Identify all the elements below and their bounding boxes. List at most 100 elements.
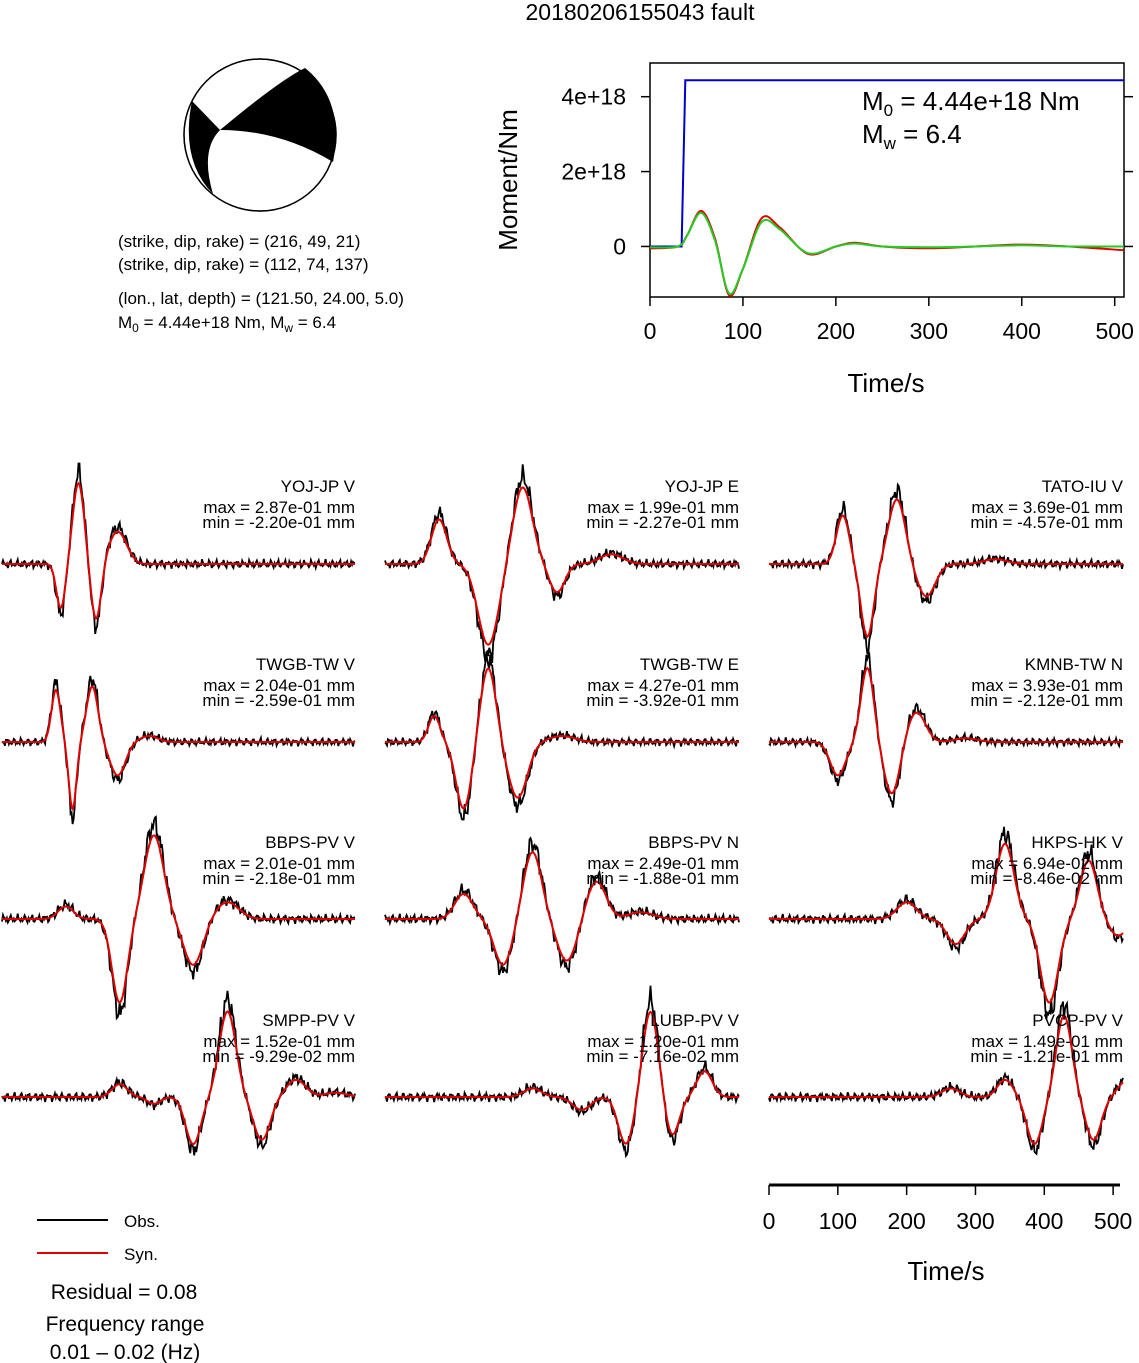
moment-xtick-label: 400 — [1003, 318, 1041, 344]
station-name: HKPS-HK V — [1031, 833, 1123, 852]
station-max: max = 3.69e-01 mm — [971, 498, 1123, 517]
time-tick-label: 500 — [1094, 1208, 1132, 1234]
mechanism-moment: M0 = 4.44e+18 Nm, Mw = 6.4 — [118, 313, 336, 335]
moment-ytick-label: 0 — [613, 233, 626, 259]
cumulative-moment-line — [650, 79, 1124, 248]
station-max: max = 2.04e-01 mm — [203, 676, 355, 695]
time-tick-label: 400 — [1025, 1208, 1063, 1234]
moment-xtick-label: 0 — [644, 318, 657, 344]
moment-xtick-label: 300 — [910, 318, 948, 344]
station-min: min = -2.18e-01 mm — [202, 869, 355, 888]
station-min: min = -3.92e-01 mm — [586, 691, 739, 710]
station-min: min = -2.27e-01 mm — [586, 513, 739, 532]
station-min: min = -1.88e-01 mm — [586, 869, 739, 888]
station-name: KMNB-TW N — [1025, 655, 1123, 674]
moment-plot-frame — [649, 62, 1125, 298]
time-tick-label: 0 — [763, 1208, 776, 1234]
station-name: BBPS-PV V — [265, 833, 355, 852]
moment-rate-chart: 0 2e+18 4e+18 0 100 200 300 400 500 — [561, 62, 1134, 344]
moment-rate-green-line — [649, 211, 1125, 296]
station-max: max = 2.01e-01 mm — [203, 854, 355, 873]
synthetic-trace — [2, 834, 355, 1004]
station-max: max = 6.94e-02 mm — [971, 854, 1123, 873]
mechanism-line1: (strike, dip, rake) = (216, 49, 21) — [118, 232, 360, 251]
observed-trace — [1, 462, 356, 635]
moment-ytick-label: 2e+18 — [561, 159, 626, 185]
station-min: min = -7.16e-02 mm — [586, 1047, 739, 1066]
time-tick-label: 200 — [887, 1208, 925, 1234]
waveform-xlabel: Time/s — [907, 1256, 984, 1286]
station-max: max = 1.49e-01 mm — [971, 1032, 1123, 1051]
station-max: max = 4.27e-01 mm — [587, 676, 739, 695]
moment-xlabel: Time/s — [847, 368, 924, 398]
synthetic-trace — [385, 851, 739, 966]
moment-m0-annotation: M0 = 4.44e+18 Nm — [862, 86, 1080, 120]
station-name: TWGB-TW V — [256, 655, 356, 674]
moment-mw-annotation: Mw = 6.4 — [862, 119, 962, 153]
synthetic-trace — [769, 498, 1123, 638]
station-name: TWGB-TW E — [640, 655, 739, 674]
station-min: min = -2.12e-01 mm — [970, 691, 1123, 710]
legend-syn-label: Syn. — [124, 1245, 158, 1264]
station-max: max = 1.52e-01 mm — [203, 1032, 355, 1051]
station-min: min = -2.20e-01 mm — [202, 513, 355, 532]
mechanism-location: (lon., lat, depth) = (121.50, 24.00, 5.0… — [118, 289, 404, 308]
synthetic-trace — [769, 1014, 1124, 1146]
moment-ytick-label: 4e+18 — [561, 84, 626, 110]
station-name: TATO-IU V — [1042, 477, 1124, 496]
station-max: max = 3.93e-01 mm — [971, 676, 1123, 695]
observed-trace — [768, 482, 1124, 656]
moment-xtick-label: 200 — [817, 318, 855, 344]
station-name: YOJ-JP V — [281, 477, 356, 496]
synthetic-trace — [769, 666, 1123, 795]
mechanism-line2: (strike, dip, rake) = (112, 74, 137) — [118, 255, 369, 274]
figure-title: 20180206155043 fault — [526, 0, 756, 25]
station-min: min = -8.46e-02 mm — [970, 869, 1123, 888]
frequency-title: Frequency range — [46, 1313, 205, 1336]
time-tick-label: 300 — [956, 1208, 994, 1234]
station-min: min = -4.57e-01 mm — [970, 513, 1123, 532]
station-name: PVCP-PV V — [1032, 1011, 1123, 1030]
moment-ylabel: Moment/Nm — [493, 109, 523, 251]
moment-xtick-label: 500 — [1096, 318, 1134, 344]
station-name: BBPS-PV N — [648, 833, 739, 852]
legend: Obs. Syn. Residual = 0.08 Frequency rang… — [37, 1212, 204, 1363]
moment-rate-red-line — [649, 209, 1125, 297]
frequency-value: 0.01 – 0.02 (Hz) — [50, 1341, 201, 1363]
time-tick-label: 100 — [819, 1208, 857, 1234]
synthetic-trace — [769, 842, 1124, 1004]
legend-obs-label: Obs. — [124, 1212, 160, 1231]
station-name: YOJ-JP E — [665, 477, 739, 496]
station-max: max = 2.87e-01 mm — [203, 498, 355, 517]
beachball-icon — [183, 58, 337, 212]
synthetic-trace — [385, 486, 739, 646]
station-min: min = -9.29e-02 mm — [202, 1047, 355, 1066]
station-max: max = 1.99e-01 mm — [587, 498, 739, 517]
synthetic-trace — [2, 1010, 356, 1146]
station-name: SMPP-PV V — [262, 1011, 355, 1030]
station-name: LUBP-PV V — [650, 1011, 739, 1030]
synthetic-trace — [2, 481, 355, 621]
waveform-time-axis: 0 100 200 300 400 500 — [763, 1183, 1132, 1234]
station-min: min = -2.59e-01 mm — [202, 691, 355, 710]
synthetic-trace — [385, 1010, 739, 1145]
station-min: min = -1.21e-01 mm — [970, 1047, 1123, 1066]
station-max: max = 2.49e-01 mm — [587, 854, 739, 873]
station-max: max = 1.20e-01 mm — [587, 1032, 739, 1051]
synthetic-trace — [385, 667, 739, 810]
residual-text: Residual = 0.08 — [51, 1281, 198, 1304]
moment-xtick-label: 100 — [724, 318, 762, 344]
